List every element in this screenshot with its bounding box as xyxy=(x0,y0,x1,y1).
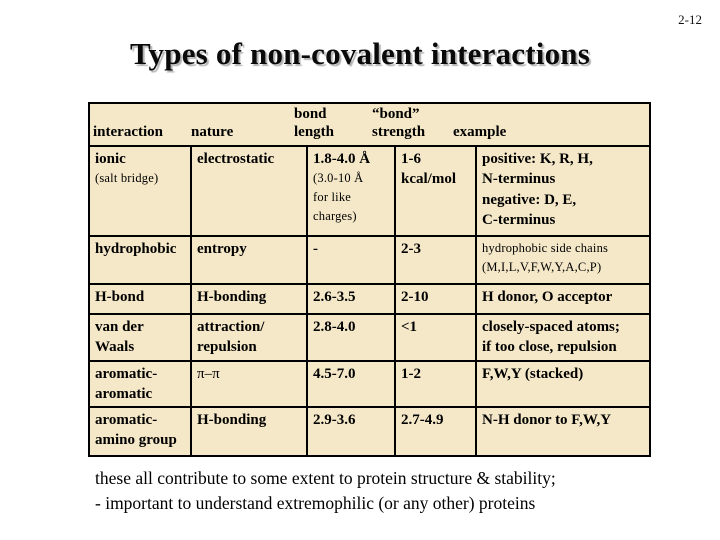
cell-text: 2.8-4.0 xyxy=(313,319,356,335)
cell-example: F,W,Y (stacked) xyxy=(475,362,649,406)
cell-text: attraction/ repulsion xyxy=(197,319,265,356)
cell-text: aromatic- aromatic xyxy=(95,366,158,403)
cell-text: 2.6-3.5 xyxy=(313,289,356,305)
cell-text: electrostatic xyxy=(197,151,275,167)
cell-bond-strength: 1-2 xyxy=(394,362,475,406)
cell-text: 2-10 xyxy=(401,289,429,305)
cell-nature: entropy xyxy=(190,237,306,283)
cell-bond-strength: 1-6 kcal/mol xyxy=(394,147,475,235)
cell-nature: H-bonding xyxy=(190,285,306,313)
footer-line-1: these all contribute to some extent to p… xyxy=(95,468,556,488)
cell-bond-strength: 2.7-4.9 xyxy=(394,408,475,455)
cell-text: N-H donor to F,W,Y xyxy=(482,412,612,428)
cell-nature: H-bonding xyxy=(190,408,306,455)
cell-nature: attraction/ repulsion xyxy=(190,315,306,360)
cell-interaction: aromatic- amino group xyxy=(90,408,190,455)
cell-interaction: hydrophobic xyxy=(90,237,190,283)
cell-bond-strength: 2-3 xyxy=(394,237,475,283)
cell-text: entropy xyxy=(197,241,247,257)
header-nature: nature xyxy=(191,124,234,141)
cell-text: 1-2 xyxy=(401,366,421,382)
cell-text: 2.9-3.6 xyxy=(313,412,356,428)
cell-bond-length: - xyxy=(306,237,394,283)
cell-bond-length: 2.9-3.6 xyxy=(306,408,394,455)
cell-text: positive: K, R, H, N-terminus negative: … xyxy=(482,151,593,228)
page-number: 2-12 xyxy=(678,12,702,27)
cell-example: positive: K, R, H, N-terminus negative: … xyxy=(475,147,649,235)
header-interaction: interaction xyxy=(93,124,163,141)
cell-note: (salt bridge) xyxy=(95,171,159,186)
cell-example: closely-spaced atoms; if too close, repu… xyxy=(475,315,649,360)
cell-text: 1-6 kcal/mol xyxy=(401,151,456,188)
cell-nature: electrostatic xyxy=(190,147,306,235)
header-bond-length: bond length xyxy=(294,105,335,141)
table-row-hydrophobic: hydrophobic entropy - 2-3 hydrophobic si… xyxy=(90,235,649,283)
cell-text: ionic xyxy=(95,151,126,167)
cell-text: 4.5-7.0 xyxy=(313,366,356,382)
cell-interaction: H-bond xyxy=(90,285,190,313)
cell-text: 2.7-4.9 xyxy=(401,412,444,428)
cell-text: 1.8-4.0 Å xyxy=(313,151,371,167)
cell-text: hydrophobic xyxy=(95,241,177,257)
cell-bond-length: 2.8-4.0 xyxy=(306,315,394,360)
cell-text-pi-pi: π–π xyxy=(197,366,220,382)
table-row-hbond: H-bond H-bonding 2.6-3.5 2-10 H donor, O… xyxy=(90,283,649,313)
header-example: example xyxy=(453,124,507,141)
cell-text: 2-3 xyxy=(401,241,421,257)
cell-interaction: van der Waals xyxy=(90,315,190,360)
cell-example: N-H donor to F,W,Y xyxy=(475,408,649,455)
cell-text: closely-spaced atoms; if too close, repu… xyxy=(482,319,620,356)
cell-text: - xyxy=(313,241,318,257)
cell-note: (3.0-10 Å for like charges) xyxy=(313,171,364,223)
cell-interaction: aromatic- aromatic xyxy=(90,362,190,406)
cell-bond-strength: <1 xyxy=(394,315,475,360)
cell-text: H-bonding xyxy=(197,289,267,305)
cell-bond-strength: 2-10 xyxy=(394,285,475,313)
interactions-table: interaction nature bond length “bond” st… xyxy=(88,102,651,457)
cell-bond-length: 2.6-3.5 xyxy=(306,285,394,313)
table-row-ionic: ionic (salt bridge) electrostatic 1.8-4.… xyxy=(90,145,649,235)
cell-bond-length: 1.8-4.0 Å (3.0-10 Å for like charges) xyxy=(306,147,394,235)
table-row-van-der-waals: van der Waals attraction/ repulsion 2.8-… xyxy=(90,313,649,360)
footer-note: these all contribute to some extent to p… xyxy=(95,466,665,516)
cell-nature: π–π xyxy=(190,362,306,406)
cell-example: H donor, O acceptor xyxy=(475,285,649,313)
cell-text: F,W,Y (stacked) xyxy=(482,366,584,382)
header-bond-strength: “bond” strength xyxy=(372,105,426,141)
cell-bond-length: 4.5-7.0 xyxy=(306,362,394,406)
cell-text: H-bond xyxy=(95,289,145,305)
cell-text: van der Waals xyxy=(95,319,144,356)
cell-text: <1 xyxy=(401,319,418,335)
table-row-aromatic-aromatic: aromatic- aromatic π–π 4.5-7.0 1-2 F,W,Y… xyxy=(90,360,649,406)
cell-text: aromatic- amino group xyxy=(95,412,177,449)
table-row-aromatic-amino: aromatic- amino group H-bonding 2.9-3.6 … xyxy=(90,406,649,455)
table-header-row: interaction nature bond length “bond” st… xyxy=(90,104,649,145)
cell-text: H donor, O acceptor xyxy=(482,289,613,305)
cell-interaction: ionic (salt bridge) xyxy=(90,147,190,235)
footer-line-2: - important to understand extremophilic … xyxy=(95,493,536,513)
slide-title: Types of non-covalent interactions xyxy=(129,36,590,71)
cell-text: H-bonding xyxy=(197,412,267,428)
cell-example: hydrophobic side chains (M,I,L,V,F,W,Y,A… xyxy=(475,237,649,283)
cell-note: hydrophobic side chains (M,I,L,V,F,W,Y,A… xyxy=(482,241,609,274)
